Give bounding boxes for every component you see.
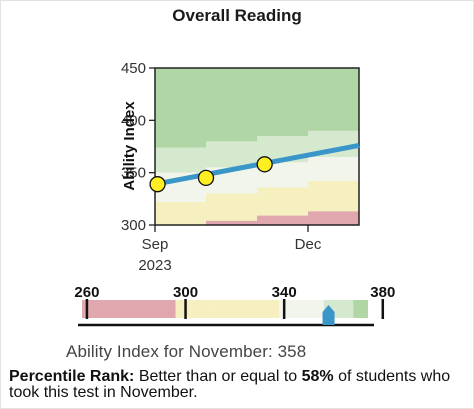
- scale-segment-6: [353, 300, 368, 318]
- data-point-2: [197, 169, 215, 187]
- scale-tick-label-260: 260: [74, 284, 99, 301]
- scale-segment-3: [210, 300, 280, 318]
- band-bottom: [155, 211, 359, 225]
- y-axis-label: Ability Index: [121, 101, 138, 191]
- y-tick-label-300: 300: [121, 217, 146, 234]
- percentile-text-2: of students who took this test in Novemb…: [9, 368, 451, 401]
- scale-tick-label-300: 300: [173, 284, 198, 301]
- scale-segment-2: [175, 300, 211, 318]
- percentile-rank: Percentile Rank: Better than or equal to…: [9, 369, 469, 401]
- x-tick-label-sep: Sep: [142, 236, 169, 253]
- ability-chart: 300 350 400 450 Sep 2023 Dec Ability Index 26…: [74, 60, 395, 327]
- x-tick-sublabel-year: 2023: [138, 257, 171, 274]
- chart-title: Overall Reading: [172, 6, 302, 25]
- data-points: [149, 156, 273, 193]
- scale-bar: 260 300 340 380: [74, 284, 395, 327]
- percentile-label: Percentile Rank:: [9, 368, 135, 385]
- ability-summary: Ability Index for November: 358: [66, 342, 307, 361]
- scale-marker: [322, 305, 335, 325]
- data-point-3: [256, 156, 273, 173]
- y-tick-label-400: 400: [121, 112, 146, 129]
- performance-bands: [155, 68, 359, 225]
- x-tick-label-dec: Dec: [295, 236, 322, 253]
- x-axis: Sep 2023 Dec: [138, 225, 322, 274]
- y-tick-label-450: 450: [121, 60, 146, 77]
- percentile-text-1: Better than or equal to: [134, 368, 302, 385]
- scale-segment-1: [82, 300, 176, 318]
- data-point-1: [149, 176, 166, 193]
- scale-segment-4: [279, 300, 324, 318]
- y-axis: 300 350 400 450: [121, 60, 155, 234]
- y-tick-label-350: 350: [121, 165, 146, 182]
- percentile-value: 58%: [301, 368, 334, 385]
- scale-tick-label-380: 380: [370, 284, 395, 301]
- scale-tick-label-340: 340: [272, 284, 297, 301]
